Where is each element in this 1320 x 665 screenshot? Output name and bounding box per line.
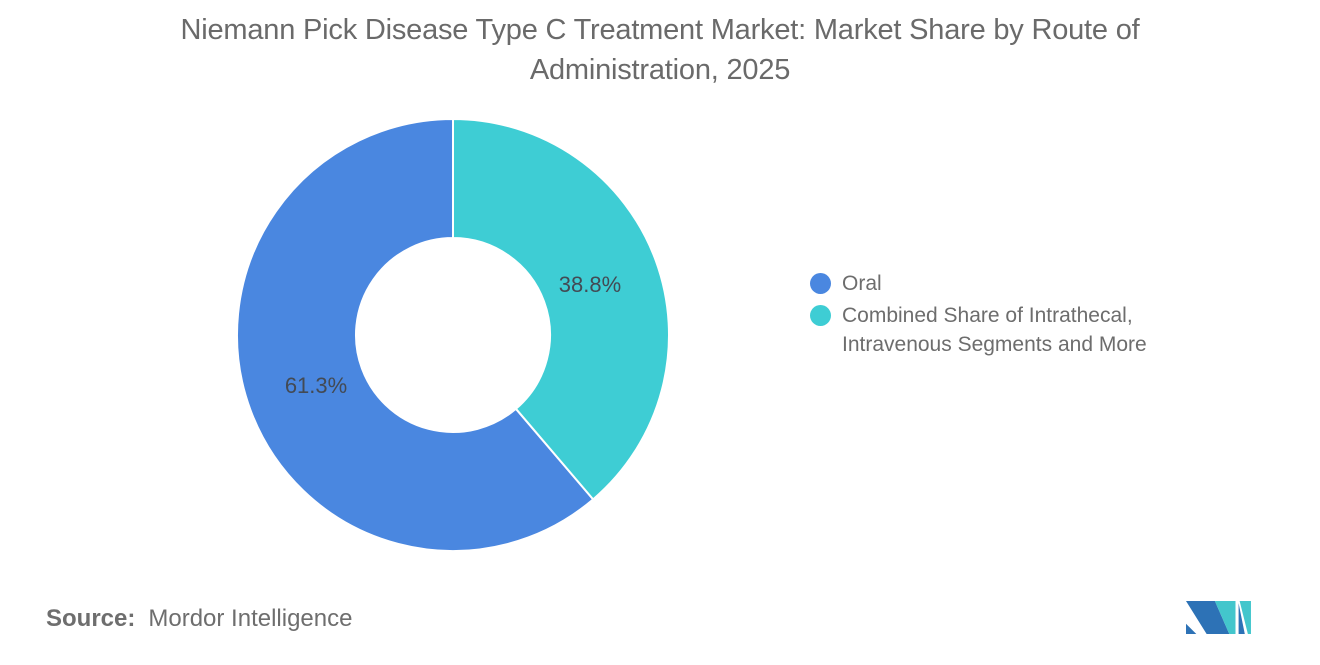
- legend: Oral Combined Share of Intrathecal, Intra…: [810, 269, 1170, 359]
- source-label: Source:: [46, 605, 136, 632]
- legend-dot-icon: [810, 273, 831, 294]
- legend-label: Oral: [842, 272, 882, 295]
- pie-slice-combined-share-of[interactable]: [452, 118, 670, 501]
- pie-slice-oral[interactable]: [236, 118, 595, 552]
- source-line: Source: Mordor Intelligence: [46, 605, 352, 633]
- legend-item-oral[interactable]: Oral: [810, 269, 1170, 298]
- logo-foot-triangle: [1186, 623, 1197, 634]
- slice-label-combined-share-of: 38.8%: [559, 272, 621, 297]
- donut-chart: 61.3% 38.8%: [236, 118, 670, 552]
- logo-right-triangle: [1238, 603, 1245, 634]
- legend-label: Combined Share of Intrathecal, Intraveno…: [842, 304, 1147, 356]
- legend-dot-icon: [810, 305, 831, 326]
- slice-label-oral: 61.3%: [285, 373, 347, 398]
- logo-right-bar: [1239, 601, 1251, 634]
- source-text: Mordor Intelligence: [148, 605, 353, 632]
- chart-title: Niemann Pick Disease Type C Treatment Ma…: [180, 14, 1140, 86]
- mordor-intelligence-logo: [1186, 601, 1251, 634]
- logo-mid-triangle: [1214, 601, 1236, 634]
- legend-item-combined-share-of[interactable]: Combined Share of Intrathecal, Intraveno…: [810, 301, 1170, 359]
